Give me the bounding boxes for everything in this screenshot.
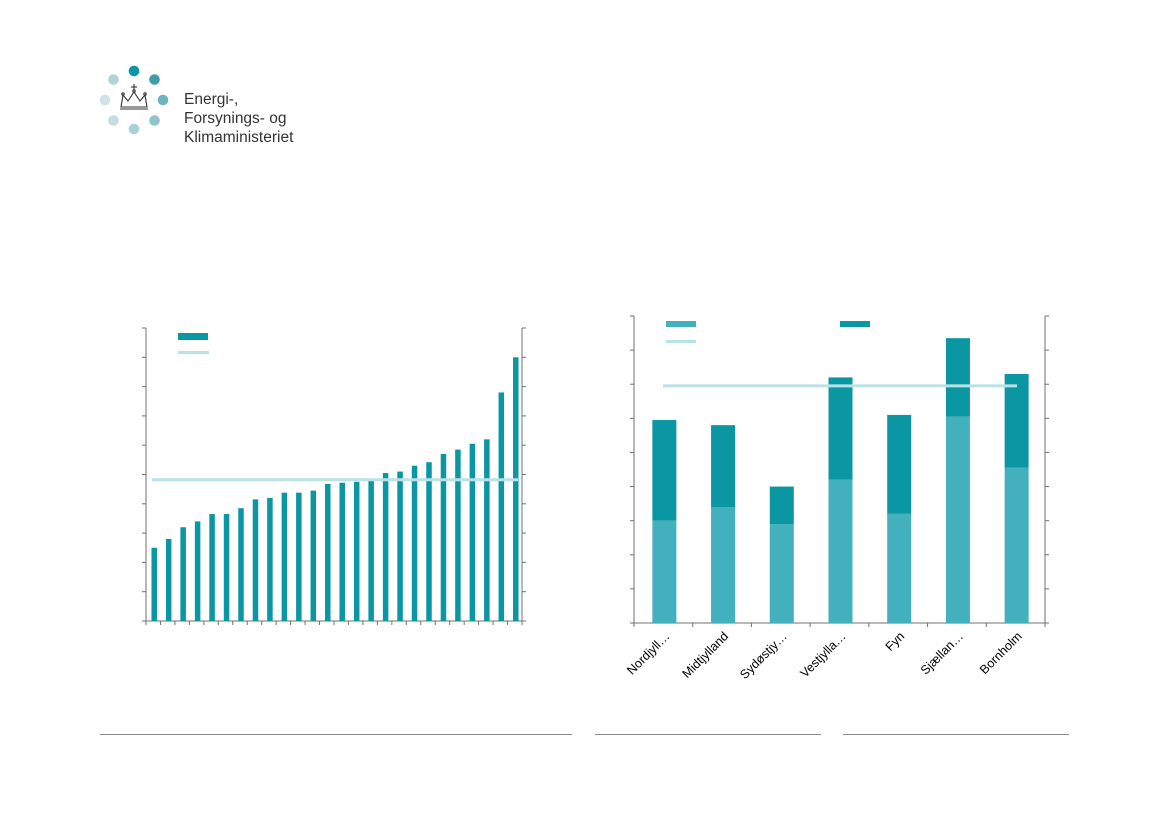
ministry-logo xyxy=(99,65,169,135)
logo-dot xyxy=(149,115,160,126)
bar xyxy=(180,527,186,621)
bar xyxy=(151,547,157,621)
legend-swatch-bar xyxy=(178,333,208,340)
logo-dot xyxy=(149,74,160,85)
bar xyxy=(310,490,317,621)
footer-rule-right xyxy=(843,734,1069,735)
bar-segment-top xyxy=(945,338,970,417)
logo-dot xyxy=(157,94,169,106)
bar xyxy=(455,449,461,621)
footer-rule-middle xyxy=(595,734,821,735)
bar xyxy=(469,443,476,621)
bar xyxy=(426,462,432,621)
bar xyxy=(281,492,288,621)
bar-segment-base xyxy=(887,513,912,623)
bar xyxy=(223,514,230,621)
logo-dot xyxy=(108,74,119,85)
bar xyxy=(238,508,244,621)
bar xyxy=(296,492,302,621)
legend-swatch-top xyxy=(840,321,870,327)
bar-segment-top xyxy=(1004,373,1029,468)
logo-dot xyxy=(128,65,140,77)
bar-segment-base xyxy=(769,524,794,623)
bar xyxy=(353,481,360,621)
bar-segment-top xyxy=(652,420,677,521)
legend-swatch-line xyxy=(178,351,209,354)
x-tick-label: Sydøstjy… xyxy=(737,629,790,682)
bar-segment-base xyxy=(945,416,970,623)
bar-segment-top xyxy=(828,377,853,480)
logo-dot-ring xyxy=(99,65,169,135)
bar xyxy=(382,473,389,621)
logo-dot xyxy=(108,115,119,126)
ministry-name: Energi-, Forsynings- og Klimaministeriet xyxy=(184,90,293,147)
bar-segment-top xyxy=(711,425,736,508)
bar-segment-base xyxy=(711,507,736,623)
footer-rule-left xyxy=(100,734,572,735)
left-bar-chart xyxy=(142,327,526,625)
x-tick-label: Vestjylla… xyxy=(797,629,848,680)
logo-dot xyxy=(128,123,140,135)
legend-swatch-base xyxy=(666,321,696,327)
right-stacked-bar-chart: Nordjyll… Midtjylland Sydøstjy… Vestjylla… F… xyxy=(624,315,1049,682)
x-tick-label: Sjællan… xyxy=(918,629,966,677)
bar xyxy=(368,480,374,621)
x-tick-label: Bornholm xyxy=(977,629,1025,677)
ministry-name-line-3: Klimaministeriet xyxy=(184,129,294,146)
x-tick-label: Fyn xyxy=(883,629,908,654)
logo-dot xyxy=(99,94,111,106)
bar-segment-base xyxy=(1004,467,1029,623)
bar xyxy=(267,497,273,621)
ministry-name-line-1: Energi-, xyxy=(184,91,239,108)
bar xyxy=(440,453,447,621)
bar xyxy=(165,538,172,621)
bar xyxy=(498,392,505,621)
bar xyxy=(194,521,201,621)
legend-swatch-line xyxy=(666,340,696,343)
x-tick-label: Nordjyll… xyxy=(624,629,672,677)
bar-segment-top xyxy=(887,414,912,514)
crown-icon xyxy=(120,84,148,110)
bar-segment-base xyxy=(828,479,853,623)
bar xyxy=(339,482,345,621)
bar xyxy=(252,499,259,621)
x-tick-label: Midtjylland xyxy=(680,629,732,681)
bar xyxy=(411,465,418,621)
ministry-name-line-2: Forsynings- og xyxy=(184,110,287,127)
bar xyxy=(397,471,403,621)
bar xyxy=(325,483,331,621)
bar-segment-top xyxy=(769,486,794,525)
bar xyxy=(209,514,215,621)
bar xyxy=(513,357,519,621)
bar xyxy=(484,439,490,621)
bar-segment-base xyxy=(652,520,677,623)
